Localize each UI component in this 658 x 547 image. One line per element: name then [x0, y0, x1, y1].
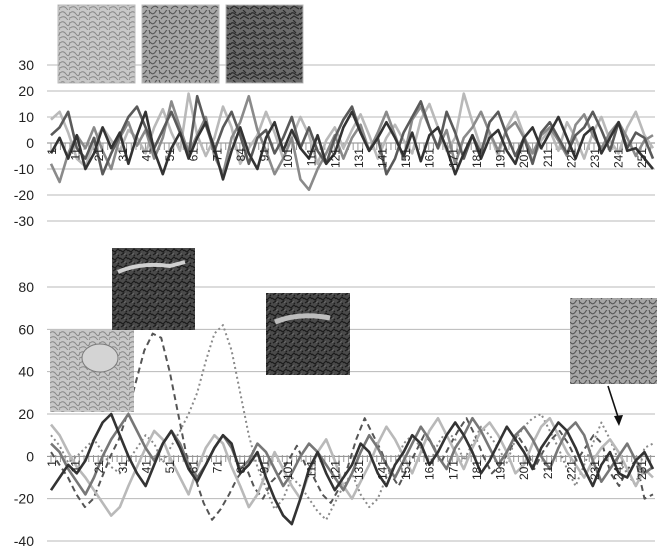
x-tick-label: 211	[541, 460, 555, 479]
x-tick-label: 181	[470, 460, 484, 480]
x-tick-label: 11	[69, 460, 83, 473]
texture-thumbnail-dark	[225, 4, 304, 84]
x-tick-label: 61	[187, 148, 201, 162]
x-tick-label: 231	[588, 148, 602, 168]
x-tick-label: 241	[612, 460, 626, 480]
x-tick-label: 141	[376, 148, 390, 168]
series-line-5	[49, 412, 655, 526]
x-tick-label: 1	[45, 460, 59, 467]
y-tick-label: -20	[14, 187, 34, 203]
x-tick-label: 201	[517, 460, 531, 480]
x-tick-label: 221	[564, 460, 578, 480]
x-tick-label: 71	[210, 148, 224, 162]
x-tick-label: 41	[139, 148, 153, 162]
x-tick-label: 81	[234, 460, 248, 474]
x-tick-label: 181	[470, 148, 484, 168]
series-line-4	[50, 412, 654, 496]
x-tick-label: 171	[446, 460, 460, 480]
x-tick-label: 31	[116, 148, 130, 162]
chart-2-series	[49, 324, 655, 526]
y-tick-label: 10	[18, 109, 34, 125]
x-tick-label: 191	[494, 460, 508, 480]
series-line-1	[50, 332, 654, 521]
texture-thumbnail-dark-top	[112, 248, 195, 330]
x-tick-label: 21	[92, 460, 106, 474]
arrow-annotation	[607, 385, 623, 426]
texture-thumbnail-medium	[141, 4, 220, 84]
y-tick-label: -20	[14, 491, 34, 507]
x-tick-label: 131	[352, 148, 366, 168]
x-tick-label: 131	[352, 460, 366, 480]
x-tick-label: 51	[163, 148, 177, 162]
x-tick-label: 201	[517, 148, 531, 168]
x-tick-label: 1	[45, 148, 59, 155]
x-tick-label: 61	[187, 460, 201, 474]
x-tick-label: 221	[564, 148, 578, 168]
chart-1-thumbnails	[57, 4, 304, 84]
x-tick-label: 151	[399, 148, 413, 168]
x-tick-label: 91	[257, 460, 271, 474]
series-line-2	[50, 324, 654, 521]
y-tick-label: 30	[18, 57, 34, 73]
x-tick-label: 171	[446, 148, 460, 168]
chart-1-y-axis: 30 20 10 0 -10 -20 -30	[14, 57, 34, 229]
y-tick-label: 40	[18, 364, 34, 380]
y-tick-label: 80	[18, 279, 34, 295]
x-tick-label: 11	[69, 148, 83, 161]
y-tick-label: -40	[14, 533, 34, 547]
x-tick-label: 151	[399, 460, 413, 480]
x-tick-label: 211	[541, 148, 555, 167]
x-tick-label: 161	[423, 460, 437, 480]
x-tick-label: 111	[305, 460, 319, 479]
x-tick-label: 121	[328, 460, 342, 480]
y-tick-label: 0	[26, 135, 34, 151]
chart-1-series	[49, 92, 655, 192]
series-line-4	[49, 110, 655, 181]
y-tick-label: 0	[26, 448, 34, 464]
x-tick-label: 71	[210, 460, 224, 474]
x-tick-label: 241	[612, 148, 626, 168]
x-tick-label: 141	[376, 460, 390, 480]
x-tick-label: 111	[305, 148, 319, 167]
x-tick-label: 161	[423, 148, 437, 168]
texture-thumbnail-light	[57, 4, 136, 84]
x-tick-label: 191	[494, 148, 508, 168]
x-tick-label: 121	[328, 148, 342, 168]
x-tick-label: 101	[281, 460, 295, 480]
x-tick-label: 84	[234, 148, 248, 162]
y-tick-label: 60	[18, 321, 34, 337]
x-tick-label: 101	[281, 148, 295, 168]
x-tick-label: 231	[588, 460, 602, 480]
x-tick-label: 251	[635, 148, 649, 168]
x-tick-label: 91	[257, 148, 271, 162]
chart-2-x-axis: 1 11 21 31 41 51 61 71 81 91 101 111 121 131 141 151 161…	[45, 460, 649, 480]
x-tick-label: 41	[139, 460, 153, 474]
x-tick-label: 251	[635, 460, 649, 480]
texture-thumbnail-blob	[50, 330, 134, 412]
y-tick-label: 20	[18, 406, 34, 422]
series-line-3	[49, 416, 654, 517]
y-tick-label: 20	[18, 83, 34, 99]
y-tick-label: -30	[14, 213, 34, 229]
x-tick-label: 51	[163, 460, 177, 474]
texture-thumbnail-dark-mid	[266, 293, 350, 375]
chart-1-x-axis: 1 11 21 31 41 51 61 71 84 91 101 111 121 131 141 151 161…	[45, 148, 649, 168]
series-line-2	[49, 94, 654, 192]
x-tick-label: 31	[116, 460, 130, 474]
chart-2-y-axis: 80 60 40 20 0 -20 -40	[14, 279, 34, 547]
y-tick-label: -10	[14, 161, 34, 177]
chart-2-thumbnails	[50, 248, 657, 426]
x-tick-label: 21	[92, 148, 106, 162]
texture-thumbnail-right	[570, 298, 657, 384]
